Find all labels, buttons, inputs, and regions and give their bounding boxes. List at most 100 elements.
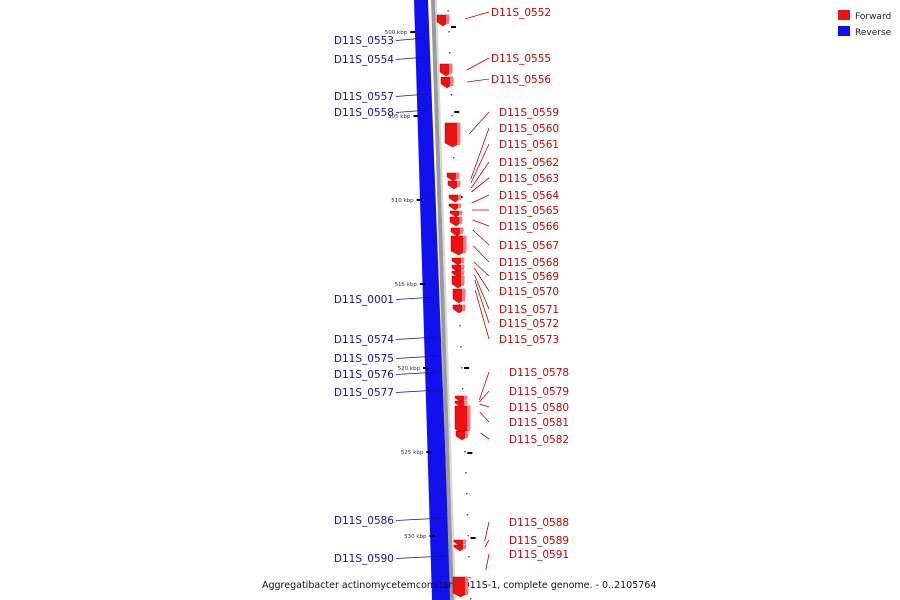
forward-gene-label[interactable]: D11S_0569 — [499, 271, 559, 283]
reverse-gene-label[interactable]: D11S_0558 — [334, 107, 394, 119]
reverse-gene-label[interactable]: D11S_0590 — [334, 553, 394, 565]
reverse-gene-leader — [395, 109, 429, 113]
legend-reverse-swatch — [838, 26, 850, 36]
forward-gene-block-highlight — [456, 173, 459, 179]
forward-gene-block-highlight — [461, 276, 464, 286]
tick-label: 515 kbp — [394, 282, 417, 288]
minor-tick — [465, 472, 467, 474]
forward-gene-leader — [472, 229, 490, 246]
forward-gene-leader — [464, 11, 490, 20]
forward-gene-block-highlight — [459, 217, 462, 224]
forward-gene-block-highlight — [463, 540, 466, 544]
forward-gene-label[interactable]: D11S_0566 — [499, 221, 559, 233]
minor-tick — [451, 115, 453, 117]
forward-gene-leader — [474, 289, 490, 340]
forward-gene-block-highlight — [446, 15, 449, 24]
forward-gene-label[interactable]: D11S_0560 — [499, 123, 559, 135]
forward-gene-block-highlight — [459, 211, 462, 215]
forward-gene-block-highlight — [461, 265, 464, 270]
tick-label: 530 kbp — [404, 534, 427, 540]
forward-gene-leader — [485, 553, 490, 571]
forward-gene-block-highlight — [464, 396, 467, 400]
forward-gene-label[interactable]: D11S_0565 — [499, 205, 559, 217]
reverse-gene-leader — [395, 336, 438, 340]
legend-reverse-label: Reverse — [855, 28, 892, 38]
forward-gene-leader — [478, 371, 490, 401]
tick-label: 505 kbp — [388, 114, 411, 120]
reverse-gene-label[interactable]: D11S_0575 — [334, 353, 394, 365]
forward-gene-label[interactable]: D11S_0580 — [509, 402, 569, 414]
forward-gene-label[interactable]: D11S_0571 — [499, 304, 559, 316]
forward-genes: D11S_0552 D11S_0555 D11S_0556 D11S_0559 D11S… — [436, 7, 569, 598]
forward-gene-label[interactable]: D11S_0591 — [509, 549, 569, 561]
forward-gene-leader — [484, 539, 490, 548]
legend: Forward Reverse — [838, 10, 892, 38]
reverse-gene-leader — [395, 355, 438, 359]
reverse-gene-leader — [395, 517, 444, 521]
forward-gene-label[interactable]: D11S_0555 — [491, 53, 551, 65]
tick-label: 525 kbp — [401, 450, 424, 456]
minor-tick — [450, 94, 453, 96]
reverse-gene-label[interactable]: D11S_0553 — [334, 35, 394, 47]
forward-gene-leader — [470, 161, 490, 189]
forward-gene-leader — [474, 274, 490, 310]
forward-gene-leader — [479, 403, 490, 408]
forward-gene-leader — [466, 57, 490, 71]
minor-tick — [459, 325, 461, 327]
minor-tick — [465, 493, 468, 495]
reverse-gene-label[interactable]: D11S_0574 — [334, 334, 394, 346]
forward-gene-label[interactable]: D11S_0570 — [499, 286, 559, 298]
track-tick — [450, 26, 456, 28]
forward-gene-label[interactable]: D11S_0589 — [509, 535, 569, 547]
forward-gene-block-highlight — [463, 545, 466, 549]
forward-gene-leader — [474, 279, 490, 324]
track-tick — [467, 452, 473, 454]
minor-tick — [448, 31, 450, 33]
forward-gene-label[interactable]: D11S_0561 — [499, 139, 559, 151]
forward-gene-block-highlight — [462, 305, 465, 311]
minor-tick — [464, 451, 466, 453]
reverse-genes: D11S_0553 D11S_0554 D11S_0557 D11S_0558 D11S… — [334, 35, 446, 565]
forward-gene-block-highlight — [450, 77, 453, 86]
forward-gene-label[interactable]: D11S_0567 — [499, 240, 559, 252]
reverse-gene-leader — [395, 389, 440, 393]
legend-forward-swatch — [838, 10, 850, 20]
forward-gene-leader — [471, 194, 490, 204]
forward-gene-block-highlight — [457, 123, 460, 145]
forward-gene-label[interactable]: D11S_0562 — [499, 157, 559, 169]
reverse-gene-leader — [395, 93, 428, 97]
forward-gene-block-highlight — [465, 577, 468, 595]
forward-gene-label[interactable]: D11S_0564 — [499, 190, 559, 202]
reverse-gene-leader — [395, 56, 427, 60]
forward-gene-leader — [470, 127, 490, 180]
reverse-gene-label[interactable]: D11S_0557 — [334, 91, 394, 103]
minor-tick — [460, 346, 462, 348]
forward-gene-block-highlight — [449, 64, 452, 74]
forward-gene-label[interactable]: D11S_0578 — [509, 367, 569, 379]
forward-gene-block-highlight — [463, 236, 466, 253]
minor-tick — [469, 598, 472, 600]
forward-gene-label[interactable]: D11S_0568 — [499, 257, 559, 269]
forward-gene-label[interactable]: D11S_0588 — [509, 517, 569, 529]
forward-gene-label[interactable]: D11S_0579 — [509, 386, 569, 398]
forward-gene-label[interactable]: D11S_0556 — [491, 74, 551, 86]
minor-tick — [469, 577, 471, 579]
minor-tick — [448, 52, 451, 54]
forward-gene-label[interactable]: D11S_0582 — [509, 434, 569, 446]
tick-label: 510 kbp — [391, 198, 414, 204]
forward-gene-label[interactable]: D11S_0572 — [499, 318, 559, 330]
minor-tick — [461, 367, 463, 369]
reverse-gene-label[interactable]: D11S_0554 — [334, 54, 394, 66]
reverse-gene-label[interactable]: D11S_0001 — [334, 294, 394, 306]
forward-gene-label[interactable]: D11S_0559 — [499, 107, 559, 119]
forward-gene-label[interactable]: D11S_0563 — [499, 173, 559, 185]
reverse-gene-label[interactable]: D11S_0577 — [334, 387, 394, 399]
forward-gene-label[interactable]: D11S_0573 — [499, 334, 559, 346]
forward-gene-label[interactable]: D11S_0581 — [509, 417, 569, 429]
reverse-gene-label[interactable]: D11S_0586 — [334, 515, 394, 527]
reverse-gene-label[interactable]: D11S_0576 — [334, 369, 394, 381]
forward-gene-label[interactable]: D11S_0552 — [491, 7, 551, 19]
minor-tick — [467, 535, 470, 537]
reverse-gene-leader — [395, 371, 439, 375]
